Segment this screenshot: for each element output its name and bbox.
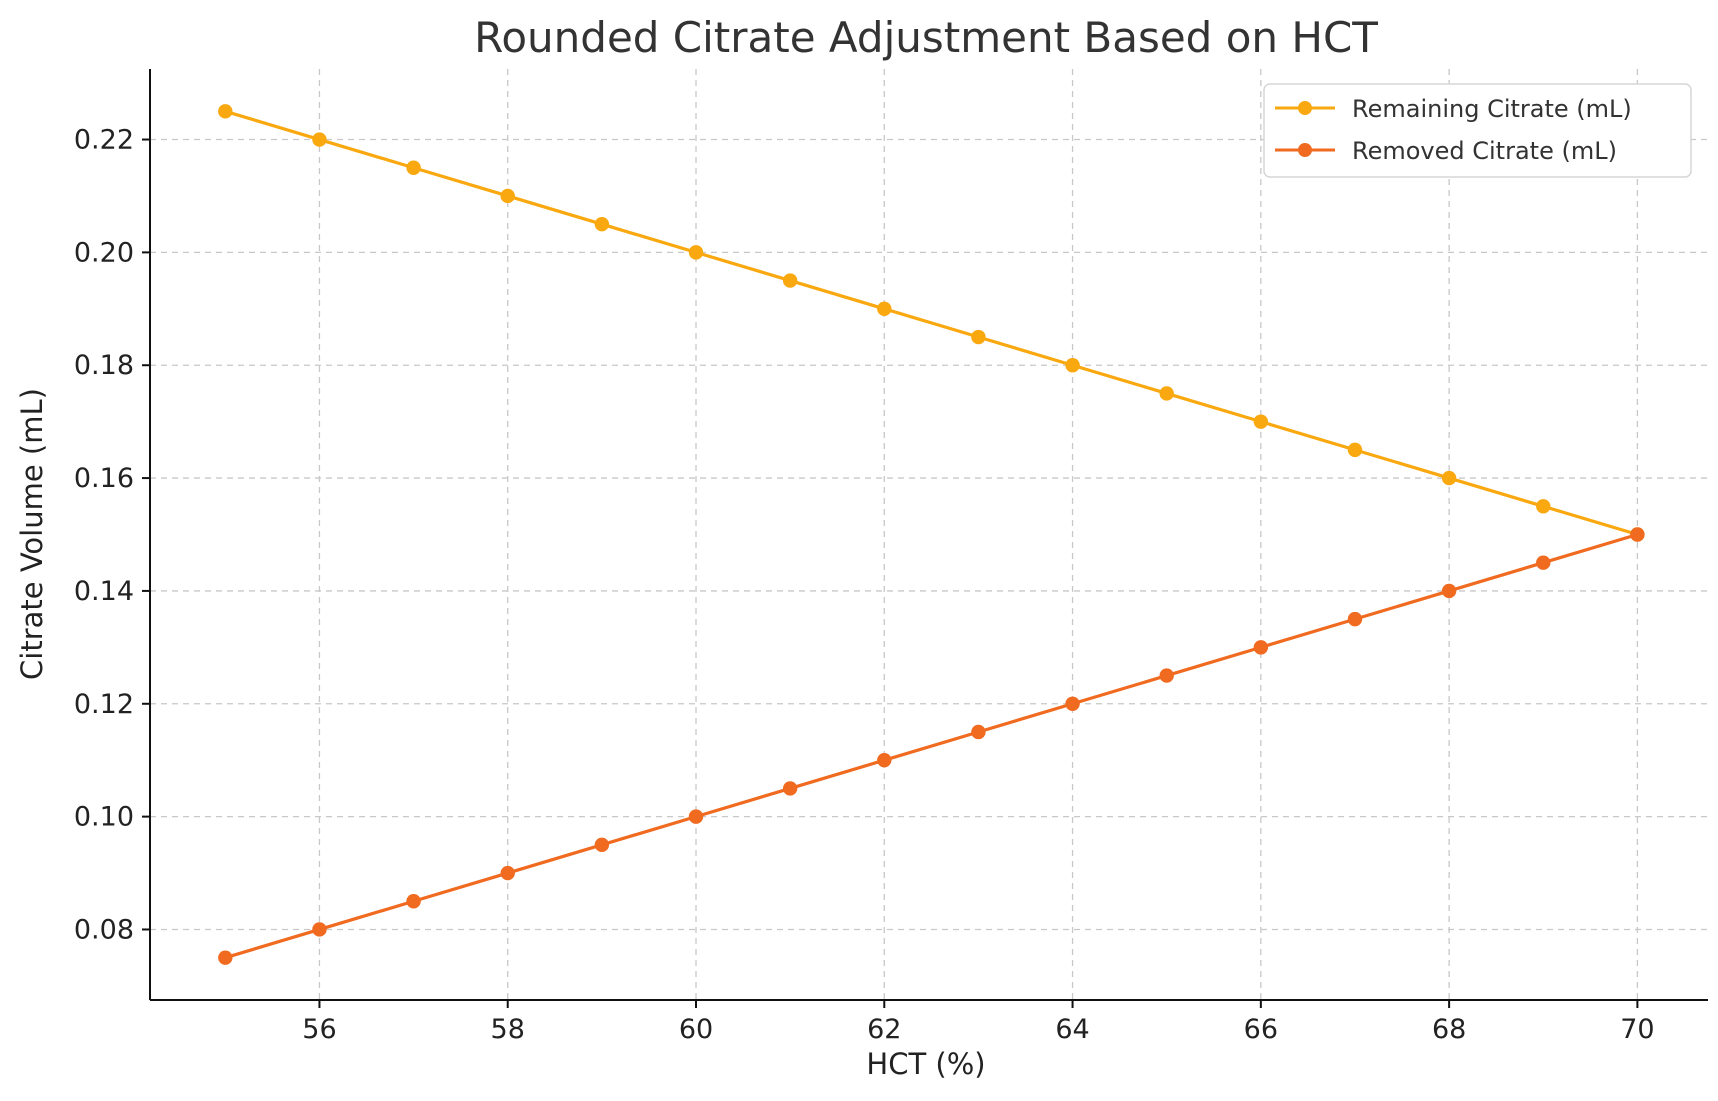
legend-remaining-label: Remaining Citrate (mL): [1352, 95, 1632, 123]
x-tick-label-70: 70: [1620, 1014, 1654, 1045]
series-0-point-2: [406, 160, 421, 175]
series-0-point-13: [1441, 470, 1457, 486]
series-0-point-8: [971, 329, 986, 345]
series-0-point-7: [877, 301, 892, 317]
series-0-point-11: [1253, 414, 1269, 429]
chart-title: Rounded Citrate Adjustment Based on HCT: [474, 13, 1378, 62]
series-1-point-10: [1159, 668, 1174, 683]
series-1-point-7: [877, 752, 892, 768]
series-1-point-14: [1536, 555, 1551, 570]
legend-removed-label: Removed Citrate (mL): [1352, 137, 1617, 165]
y-tick-label-7: 0.22: [74, 125, 134, 156]
series-1-point-1: [312, 922, 327, 937]
x-tick-label-64: 64: [1055, 1014, 1089, 1045]
x-axis-label: HCT (%): [866, 1047, 985, 1081]
series-1-point-13: [1441, 583, 1457, 599]
series-1-point-12: [1347, 611, 1363, 627]
y-tick-label-6: 0.20: [74, 237, 134, 268]
series-1-point-15: [1630, 527, 1645, 542]
series-line-1: [223, 532, 1640, 960]
series-1-point-6: [782, 781, 798, 796]
series-0-point-14: [1536, 499, 1551, 514]
y-tick-label-3: 0.14: [74, 576, 134, 607]
x-tick-label-56: 56: [302, 1014, 336, 1045]
series-0-point-12: [1347, 442, 1363, 458]
series-0-point-3: [500, 188, 515, 204]
legend-remaining-marker: [1298, 101, 1312, 115]
series-0-point-6: [782, 273, 798, 288]
x-tick-label-58: 58: [491, 1014, 525, 1045]
series-line-0: [223, 109, 1640, 537]
series-1-point-8: [971, 724, 986, 740]
series-1-point-3: [500, 865, 515, 881]
x-tick-label-66: 66: [1244, 1014, 1278, 1045]
y-axis-label: Citrate Volume (mL): [15, 388, 49, 680]
legend-box: [1263, 83, 1692, 178]
legend: Remaining Citrate (mL) Removed Citrate (…: [1263, 83, 1692, 178]
series-1-point-11: [1253, 640, 1269, 655]
x-tick-label-62: 62: [867, 1014, 901, 1045]
series-1-point-9: [1065, 696, 1080, 711]
series-1-point-0: [218, 950, 233, 965]
y-tick-label-5: 0.18: [74, 350, 134, 381]
series-0-point-5: [688, 245, 704, 260]
x-tick-label-60: 60: [679, 1014, 713, 1045]
legend-removed-marker: [1298, 143, 1312, 157]
series-0-point-1: [312, 132, 327, 147]
y-tick-label-4: 0.16: [74, 463, 134, 494]
series-1-point-5: [688, 809, 704, 824]
series-layer: [218, 104, 1645, 965]
series-0-point-10: [1159, 386, 1174, 401]
y-tick-label-2: 0.12: [74, 689, 134, 720]
series-0-point-4: [594, 216, 610, 232]
series-0-point-0: [218, 104, 233, 119]
y-tick-label-0: 0.08: [74, 914, 134, 945]
series-1-point-4: [594, 837, 610, 853]
y-tick-label-1: 0.10: [74, 802, 134, 833]
series-0-point-9: [1065, 358, 1080, 373]
series-1-point-2: [406, 894, 421, 909]
axis-layer: 56 58 60 62 64 66 68 70 0.08 0.10 0.12 0.14 0.16 0.18…: [74, 69, 1708, 1045]
x-tick-label-68: 68: [1432, 1014, 1466, 1045]
